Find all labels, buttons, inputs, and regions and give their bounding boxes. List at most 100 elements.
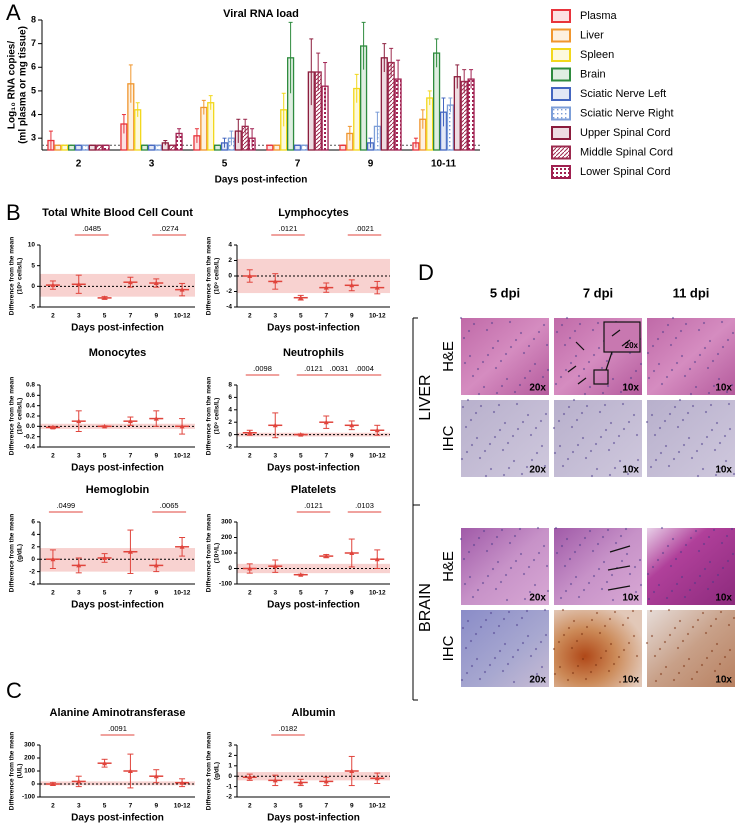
nucleus [605,580,609,584]
nucleus [467,329,471,333]
nucleus [533,362,537,366]
nucleus [499,359,503,363]
x-tick-label: 7 [129,313,133,320]
nucleus [495,391,499,395]
nucleus [576,664,580,668]
nucleus [657,362,661,366]
nucleus [513,390,517,394]
nucleus [720,320,724,324]
nucleus [728,427,732,431]
y-axis-label: Difference from the mean [206,237,213,315]
nucleus [706,366,710,370]
nucleus [542,544,546,548]
nucleus [688,588,692,592]
nucleus [707,535,711,539]
nucleus [725,534,729,538]
nucleus [663,419,667,423]
histology-image [461,318,549,395]
magnification-label: 10x [622,383,639,394]
mean-marker [153,416,159,421]
y-tick-label: 5 [31,262,35,269]
nucleus [507,610,511,614]
nucleus [676,646,680,650]
nucleus [477,392,481,396]
p-value: .0121 [304,364,323,373]
nucleus [726,338,730,342]
histology-image [554,400,642,477]
x-tick-label: 5 [103,590,107,597]
x-tick-label: 9 [154,590,158,597]
nucleus [489,467,493,471]
nucleus [696,618,700,622]
nucleus [530,458,534,462]
nucleus [674,336,678,340]
stain-label: IHC [440,425,457,451]
p-value: .0121 [279,224,298,233]
nucleus [719,466,723,470]
bar [300,144,308,151]
bar [95,144,103,151]
nucleus [562,633,566,637]
nucleus [732,616,736,620]
x-tick-label: 9 [350,590,354,597]
arrow [607,565,631,571]
nucleus [728,648,732,652]
nucleus [492,410,496,414]
y-tick-label: 0.8 [26,382,35,389]
nucleus [666,323,670,327]
nucleus [578,543,582,547]
nucleus [499,580,503,584]
nucleus [552,647,556,651]
p-value: .0004 [355,364,374,373]
nucleus [599,656,603,660]
nucleus [520,616,524,620]
nucleus [516,648,520,652]
nucleus [484,474,488,478]
nucleus [627,641,631,645]
y-tick-label: 4 [31,109,36,119]
nucleus [718,441,722,445]
nucleus [670,368,674,372]
nucleus [554,382,558,386]
nucleus [546,589,550,593]
nucleus [695,449,699,453]
nucleus [656,558,660,562]
nucleus [585,625,589,629]
mean-marker [323,778,329,784]
nucleus [588,529,592,533]
y-tick-label: 6 [31,62,36,72]
nucleus [560,323,564,327]
nucleus [608,473,612,477]
panel-label: B [6,200,21,225]
nucleus [555,551,559,555]
mean-marker [298,572,304,577]
nucleus [571,671,575,675]
nucleus [629,597,633,601]
legend-label: Plasma [580,10,618,22]
y-tick-label: -2 [29,568,35,575]
chart-title: Total White Blood Cell Count [42,207,193,219]
nucleus [706,587,710,591]
x-tick-label: 7 [324,453,328,460]
legend-swatch [551,165,571,179]
nucleus [459,316,463,320]
nucleus [505,377,509,381]
y-axis-label: (U/L) [17,764,24,779]
nucleus [625,552,629,556]
nucleus [557,419,561,423]
y-tick-label: 8 [228,382,232,389]
nucleus [731,552,735,556]
nucleus [598,410,602,414]
nucleus [682,443,686,447]
nucleus [670,589,674,593]
legend-swatch [551,106,571,121]
x-tick-label: 7 [324,313,328,320]
y-tick-label: 0 [228,431,232,438]
nucleus [483,670,487,674]
nucleus [459,537,463,541]
nucleus [618,680,622,684]
nucleus [689,536,693,540]
mean-marker [374,775,380,781]
nucleus [632,634,636,638]
normal-range-band [40,781,195,786]
